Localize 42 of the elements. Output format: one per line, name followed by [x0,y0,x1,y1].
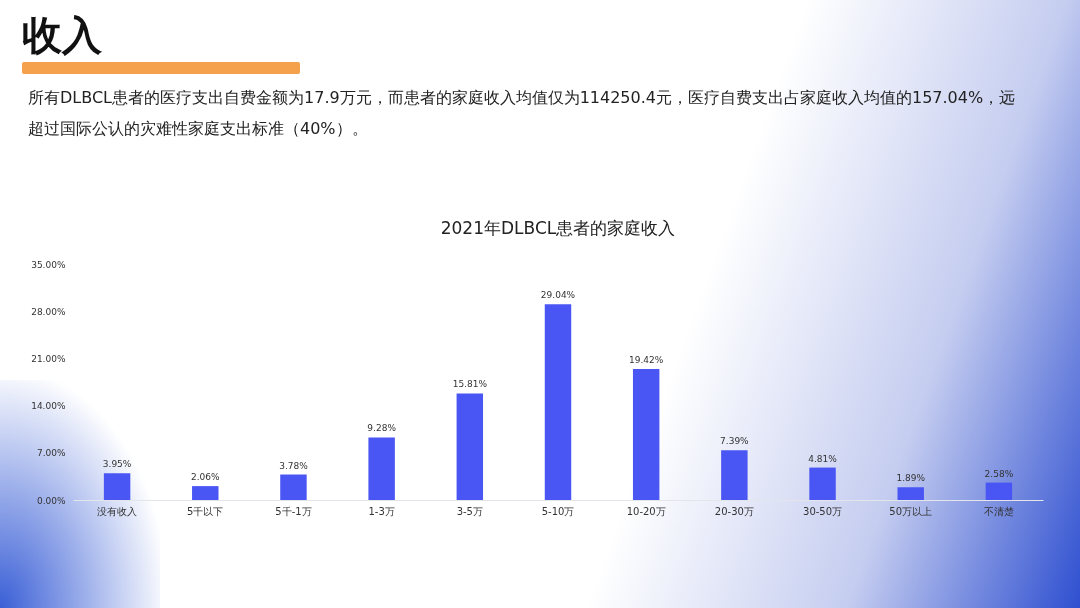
y-tick-label: 35.00% [31,259,66,270]
y-tick-label: 21.00% [31,353,66,364]
bar [280,474,307,500]
data-label: 15.81% [452,379,488,390]
bar [809,467,836,500]
y-tick-label: 14.00% [31,401,66,412]
x-tick-label: 5千以下 [187,505,224,517]
x-tick-label: 20-30万 [714,505,754,517]
text: 所有DLBCL患者的医疗支出自费金额为17.9万元，而患者的家庭收入均值仅为114250.4元，医疗自费支出占家庭收入均值的157.04%，远超过国际公认的灾难性家庭支出标准（40%）。 [28,87,1017,140]
x-tick-label: 50万以上 [889,505,933,517]
x-tick-label: 没有收入 [97,505,138,517]
x-tick-label: 1-3万 [368,505,395,517]
y-tick-label: 0.00% [36,495,66,506]
data-label: 3.95% [102,459,132,470]
data-label: 19.42% [629,355,664,366]
bar [456,393,484,500]
data-label: 4.81% [808,453,838,464]
x-tick-label: 不清楚 [983,505,1014,517]
bar [632,369,660,500]
data-label: 9.28% [367,423,397,434]
data-label: 1.89% [896,473,926,484]
x-tick-label: 3-5万 [456,505,483,517]
data-label: 2.58% [984,468,1014,479]
x-tick-label: 10-20万 [626,505,666,517]
data-label: 2.06% [190,472,221,483]
y-tick-label: 7.00% [36,448,66,459]
bar [368,437,395,500]
bar [103,473,131,500]
data-label: 3.78% [279,460,309,471]
bar [985,482,1013,500]
text: 收入 [22,11,102,60]
x-tick-label: 5千-1万 [275,505,312,517]
bar [192,486,219,500]
y-tick-label: 28.00% [31,306,66,317]
x-tick-label: 5-10万 [541,505,575,517]
bar [544,304,572,500]
data-label: 29.04% [540,290,576,301]
data-label: 7.39% [720,436,750,447]
chart-title: 2021年DLBCL患者的家庭收入 [440,218,676,238]
bar [721,450,748,500]
x-tick-label: 30-50万 [803,505,843,517]
bar [897,487,924,500]
